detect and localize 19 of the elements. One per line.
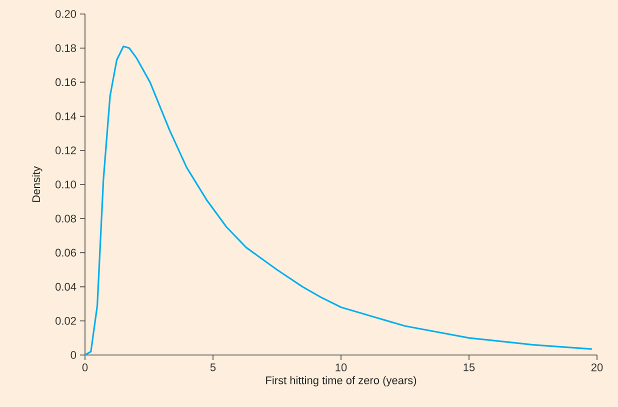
x-tick-label: 0	[82, 364, 88, 372]
y-tick-label: 0.02	[56, 317, 76, 325]
y-tick-label: 0.18	[56, 44, 76, 52]
y-tick-label: 0	[70, 351, 76, 359]
x-tick-label: 20	[591, 364, 603, 372]
x-axis-title: First hitting time of zero (years)	[266, 376, 416, 386]
x-tick-label: 5	[210, 364, 216, 372]
x-tick-label: 15	[464, 364, 475, 372]
y-tick-label: 0.04	[56, 282, 76, 291]
y-tick-label: 0.12	[56, 146, 76, 154]
y-tick-label: 0.10	[56, 180, 76, 188]
y-axis-title: Density	[32, 166, 42, 202]
x-tick-label: 10	[336, 364, 347, 372]
y-tick-label: 0.20	[56, 10, 76, 18]
line-series	[84, 46, 593, 356]
y-tick-label: 0.08	[56, 214, 76, 222]
y-tick-label: 0.06	[56, 248, 76, 257]
y-tick-label: 0.16	[56, 78, 76, 86]
y-tick-label: 0.14	[56, 112, 76, 120]
